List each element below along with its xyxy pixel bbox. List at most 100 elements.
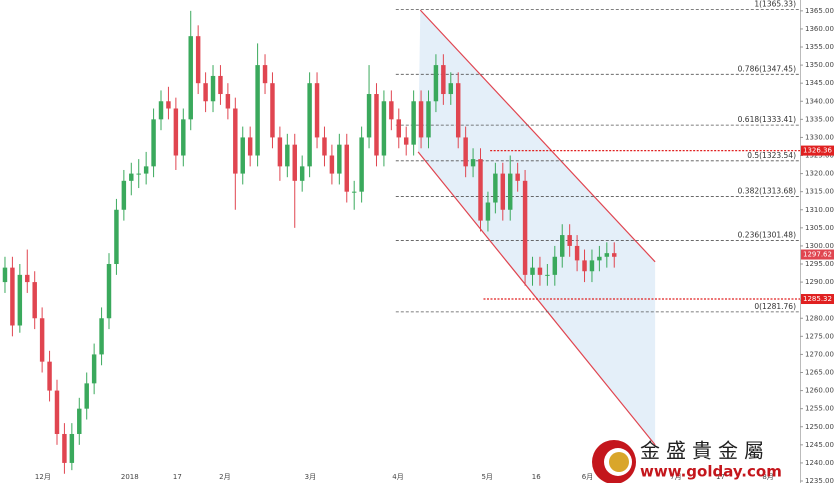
candle-body — [203, 83, 208, 102]
candle-body — [322, 137, 327, 156]
candle-body — [136, 173, 141, 175]
fib-label: 0.236(1301.48) — [738, 231, 796, 240]
y-tick-label: 1330.00 — [805, 133, 834, 141]
candle-body — [151, 119, 156, 167]
y-tick-label: 1320.00 — [805, 170, 834, 178]
price-tag — [801, 294, 834, 305]
candle-body — [396, 119, 402, 138]
candle-body — [307, 83, 312, 167]
candle-body — [612, 253, 617, 257]
y-tick-label: 1250.00 — [805, 423, 834, 431]
x-tick-label: 7月 — [670, 473, 681, 481]
candle-body — [129, 173, 134, 181]
candle-body — [507, 173, 513, 210]
candle-body — [552, 256, 558, 275]
y-tick-label: 1365.00 — [805, 7, 834, 15]
candle-body — [366, 94, 372, 138]
candle-body — [381, 101, 387, 156]
watermark-url: www.golday.com — [640, 463, 782, 481]
candle-body — [173, 108, 179, 156]
candle-body — [292, 144, 297, 181]
candle-body — [255, 65, 260, 156]
candle-body — [143, 166, 149, 174]
y-tick-label: 1235.00 — [805, 477, 834, 483]
fib-label: 0.382(1313.68) — [738, 186, 796, 195]
candle-body — [285, 144, 290, 167]
x-tick-label: 5月 — [481, 473, 492, 481]
candle-body — [106, 264, 112, 319]
candle-body — [574, 245, 580, 261]
candle-body — [121, 180, 127, 210]
candle-body — [210, 75, 216, 102]
candle-body — [277, 137, 283, 167]
candle-body — [188, 36, 193, 120]
channel-fill — [418, 10, 656, 445]
x-tick-label: 3月 — [305, 473, 316, 481]
price-tag-label: 1285.32 — [803, 295, 832, 303]
y-tick-label: 1355.00 — [805, 43, 834, 51]
y-tick-label: 1305.00 — [805, 224, 834, 232]
current-price-label: 1297.62 — [803, 251, 832, 259]
current-price-tag — [801, 249, 834, 260]
candle-body — [329, 155, 335, 174]
candle-body — [84, 383, 89, 409]
candle-body — [351, 191, 357, 193]
y-tick-label: 1295.00 — [805, 260, 834, 268]
candle-body — [597, 256, 602, 261]
candle-body — [493, 173, 498, 203]
candle-body — [25, 274, 30, 283]
candle-body — [39, 318, 45, 362]
candle-body — [455, 83, 461, 138]
candle-body — [589, 260, 595, 272]
candle-body — [218, 75, 223, 95]
x-tick-label: 4月 — [392, 473, 403, 481]
y-tick-label: 1310.00 — [805, 206, 834, 214]
fib-label: 1(1365.33) — [754, 0, 796, 9]
candle-body — [62, 433, 67, 463]
candle-body — [17, 274, 23, 326]
candle-body — [470, 159, 476, 167]
candle-body — [411, 101, 416, 145]
channel-upper — [419, 9, 656, 263]
candle-body — [166, 101, 171, 109]
candle-body — [389, 101, 394, 120]
price-tag — [801, 145, 834, 156]
candle-body — [54, 390, 60, 434]
candle-body — [530, 267, 535, 275]
y-tick-label: 1315.00 — [805, 188, 834, 196]
y-tick-label: 1340.00 — [805, 97, 834, 105]
candle-body — [195, 36, 201, 84]
candle-body — [91, 354, 97, 384]
candle-body — [2, 267, 8, 283]
candle-body — [537, 267, 543, 275]
candle-body — [359, 137, 364, 192]
candle-body — [69, 433, 75, 463]
candle-body — [604, 253, 610, 257]
y-tick-label: 1260.00 — [805, 387, 834, 395]
y-tick-label: 1290.00 — [805, 278, 834, 286]
fib-label: 0.786(1347.45) — [738, 64, 796, 73]
fib-label: 0.618(1333.41) — [738, 115, 796, 124]
candle-body — [181, 119, 186, 156]
candle-body — [560, 235, 565, 257]
watermark-name: 金盛貴金屬 — [640, 439, 770, 463]
candle-body — [374, 94, 379, 156]
candle-body — [567, 235, 572, 246]
y-tick-label: 1360.00 — [805, 25, 834, 33]
logo-core — [609, 452, 629, 472]
candle-body — [299, 166, 305, 181]
y-tick-label: 1270.00 — [805, 350, 834, 358]
candle-body — [403, 137, 409, 145]
x-tick-label: 2018 — [121, 473, 139, 481]
candle-body — [233, 108, 238, 174]
candle-body — [270, 83, 275, 138]
candle-body — [448, 83, 454, 95]
candle-body — [545, 274, 550, 276]
x-tick-label: 17 — [716, 473, 725, 481]
candle-body — [314, 83, 320, 138]
x-tick-label: 2月 — [219, 473, 230, 481]
candle-body — [262, 65, 268, 84]
channel-lower — [417, 151, 656, 446]
